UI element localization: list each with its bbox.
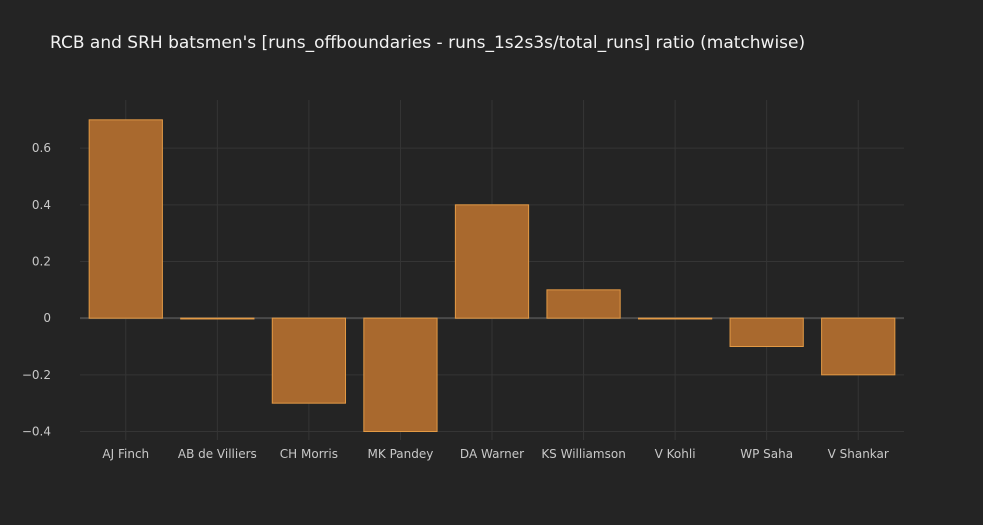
bar[interactable]	[180, 317, 255, 320]
bar[interactable]	[88, 119, 163, 319]
bar[interactable]	[821, 317, 896, 376]
bar[interactable]	[729, 317, 804, 347]
y-tick-label: 0	[43, 311, 51, 325]
bar[interactable]	[454, 204, 530, 319]
x-tick-label: DA Warner	[460, 447, 524, 461]
chart-title: RCB and SRH batsmen's [runs_offboundarie…	[50, 33, 806, 53]
x-tick-label: V Shankar	[828, 447, 889, 461]
y-tick-label: 0.6	[32, 141, 51, 155]
y-tick-label: −0.2	[22, 368, 51, 382]
bar[interactable]	[637, 317, 713, 320]
y-tick-label: 0.2	[32, 255, 51, 269]
x-tick-label: KS Williamson	[541, 447, 625, 461]
x-tick-label: AJ Finch	[102, 447, 149, 461]
x-tick-label: AB de Villiers	[178, 447, 257, 461]
axis-layer: 0.6 0.4 0.2 0 −0.2 −0.4 AJ Finch AB de Villiers…	[22, 141, 889, 461]
bar[interactable]	[363, 317, 438, 432]
bar[interactable]	[271, 317, 347, 404]
x-tick-label: MK Pandey	[368, 447, 434, 461]
x-tick-label: CH Morris	[280, 447, 338, 461]
x-tick-label: V Kohli	[655, 447, 696, 461]
x-tick-label: WP Saha	[740, 447, 793, 461]
bar[interactable]	[546, 289, 621, 319]
bar-layer	[88, 119, 896, 432]
y-tick-label: 0.4	[32, 198, 51, 212]
y-tick-label: −0.4	[22, 425, 51, 439]
